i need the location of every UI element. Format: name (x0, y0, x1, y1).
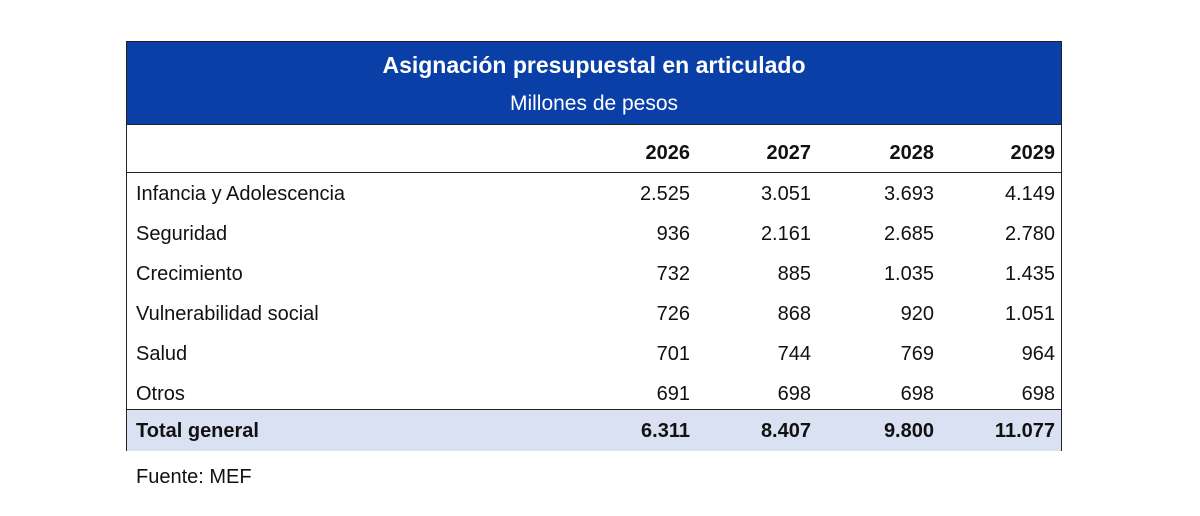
row-label: Salud (136, 343, 188, 365)
cell-value: 1.035 (883, 263, 934, 285)
row-label: Infancia y Adolescencia (136, 183, 346, 205)
cell-value: 3.693 (883, 183, 934, 205)
table-row: Otros 691 698 698 698 (127, 374, 1061, 414)
cell-value: 936 (656, 223, 690, 245)
cell-value: 920 (900, 303, 934, 325)
total-row: Total general 6.311 8.407 9.800 11.077 (127, 409, 1061, 451)
year-header: 2027 (766, 142, 812, 164)
table-row: Vulnerabilidad social 726 868 920 1.051 (127, 294, 1061, 334)
year-header: 2026 (645, 142, 691, 164)
cell-value: 2.780 (1004, 223, 1055, 245)
cell-value: 698 (900, 383, 934, 405)
cell-value: 2.525 (639, 183, 690, 205)
cell-value: 698 (1021, 383, 1055, 405)
row-label: Seguridad (136, 223, 228, 245)
cell-value: 691 (656, 383, 690, 405)
row-label: Total general (136, 420, 259, 442)
cell-value: 698 (777, 383, 811, 405)
cell-value: 769 (900, 343, 934, 365)
table-header: Asignación presupuestal en articulado Mi… (127, 42, 1061, 125)
cell-value: 868 (777, 303, 811, 325)
cell-value: 701 (656, 343, 690, 365)
table-row: Salud 701 744 769 964 (127, 334, 1061, 374)
cell-value: 744 (777, 343, 811, 365)
year-header-row: 2026 2027 2028 2029 (127, 126, 1061, 173)
cell-value: 11.077 (994, 420, 1055, 442)
cell-value: 1.051 (1004, 303, 1055, 325)
cell-value: 732 (656, 263, 690, 285)
cell-value: 9.800 (883, 420, 934, 442)
row-label: Crecimiento (136, 263, 243, 285)
table-title: Asignación presupuestal en articulado (382, 52, 806, 78)
cell-value: 1.435 (1004, 263, 1055, 285)
cell-value: 6.311 (641, 420, 690, 442)
cell-value: 3.051 (760, 183, 811, 205)
row-label: Otros (136, 383, 185, 405)
cell-value: 964 (1021, 343, 1055, 365)
table-row: Infancia y Adolescencia 2.525 3.051 3.693 4.… (127, 174, 1061, 214)
table-row: Seguridad 936 2.161 2.685 2.780 (127, 214, 1061, 254)
year-header: 2028 (889, 142, 935, 164)
budget-table: Asignación presupuestal en articulado Mi… (126, 41, 1062, 451)
table-row: Crecimiento 732 885 1.035 1.435 (127, 254, 1061, 294)
cell-value: 2.161 (760, 223, 811, 245)
cell-value: 8.407 (760, 420, 811, 442)
row-label: Vulnerabilidad social (136, 303, 319, 325)
cell-value: 885 (777, 263, 811, 285)
cell-value: 2.685 (883, 223, 934, 245)
year-header: 2029 (1010, 142, 1056, 164)
cell-value: 726 (656, 303, 690, 325)
table-subtitle: Millones de pesos (509, 92, 679, 115)
cell-value: 4.149 (1004, 183, 1055, 205)
source-note: Fuente: MEF (136, 466, 252, 488)
